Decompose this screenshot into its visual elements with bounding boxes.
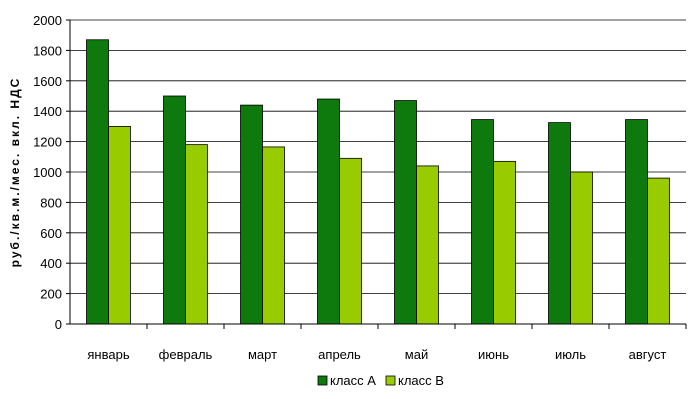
y-tick-label: 1200 [33, 135, 62, 150]
bar-series-2 [416, 165, 439, 325]
legend: класс А класс В [317, 373, 444, 388]
bar-series-1 [625, 119, 648, 325]
y-tick-label: 1400 [33, 104, 62, 119]
axes [66, 19, 687, 329]
x-tick-label: август [629, 347, 667, 362]
y-tick-label: 2000 [33, 13, 62, 28]
y-tick-label: 1800 [33, 43, 62, 58]
bars [86, 39, 670, 325]
x-tick-labels: январь февраль март апрель май июнь июль август [87, 347, 666, 362]
y-tick-labels: 0 200 400 600 800 1000 1200 1400 1600 1800 2000 [33, 13, 62, 332]
bar-series-2 [570, 171, 593, 325]
legend-swatch [385, 375, 396, 386]
x-tick-label: апрель [318, 347, 361, 362]
bar-series-2 [493, 160, 516, 325]
bar-series-1 [163, 95, 186, 325]
legend-label: класс В [398, 373, 444, 388]
bar-series-1 [394, 100, 417, 325]
y-tick-label: 0 [55, 317, 62, 332]
bar-series-2 [339, 157, 362, 325]
bar-series-2 [262, 146, 285, 325]
x-tick-label: январь [87, 347, 129, 362]
y-tick-label: 800 [40, 195, 62, 210]
x-tick-label: февраль [159, 347, 213, 362]
y-tick-label: 1000 [33, 165, 62, 180]
bar-series-1 [86, 39, 109, 325]
y-tick-label: 400 [40, 256, 62, 271]
x-tick-label: июль [555, 347, 586, 362]
y-tick-label: 200 [40, 287, 62, 302]
bar-series-2 [108, 126, 131, 325]
legend-label: класс А [330, 373, 376, 388]
bar-series-2 [185, 144, 208, 325]
bar-series-1 [471, 119, 494, 325]
bar-series-1 [548, 122, 571, 325]
y-tick-label: 1600 [33, 74, 62, 89]
bar-series-1 [240, 104, 263, 325]
x-tick-label: май [405, 347, 428, 362]
legend-swatch [317, 375, 328, 386]
gridlines [70, 19, 686, 295]
x-tick-label: март [248, 347, 277, 362]
y-axis-title: руб./кв.м./мес. вкл. НДС [8, 77, 22, 268]
y-tick-label: 600 [40, 226, 62, 241]
x-tick-label: июнь [478, 347, 509, 362]
bar-series-1 [317, 98, 340, 325]
bar-series-2 [647, 177, 670, 325]
